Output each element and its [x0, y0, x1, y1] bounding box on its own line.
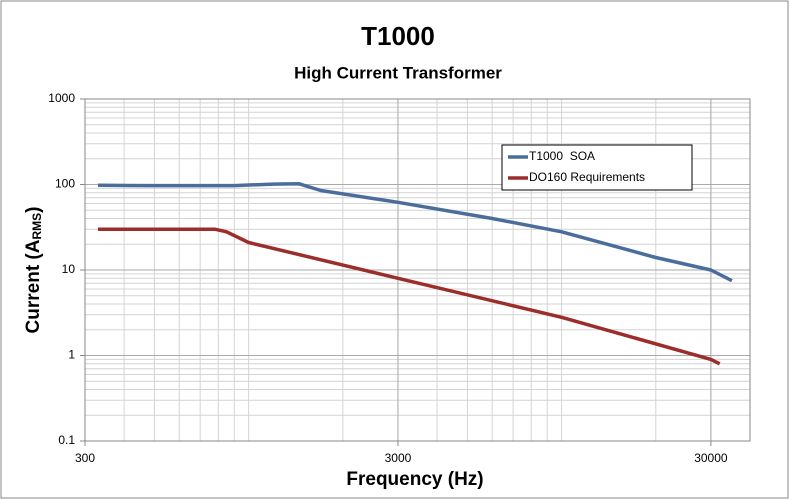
y-axis-label: Current (ARMS) [23, 207, 44, 334]
plot-area [84, 98, 751, 442]
x-tick-label: 300 [75, 451, 95, 465]
y-tick-label: 1000 [48, 91, 75, 105]
y-axis-label-sub: RMS [30, 213, 44, 240]
series-line [97, 182, 733, 283]
series-line [98, 227, 721, 366]
y-tick-label: 10 [62, 262, 76, 276]
y-tick-label: 100 [55, 177, 75, 191]
x-tick-label: 3000 [385, 451, 412, 465]
x-axis-label: Frequency (Hz) [346, 469, 483, 490]
y-tick-label: 0.1 [58, 433, 75, 447]
y-axis-label-main: Current (A [23, 239, 44, 333]
legend-box [501, 144, 693, 191]
chart-subtitle: High Current Transformer [294, 63, 502, 82]
chart-title: T1000 [361, 21, 435, 51]
legend-label: T1000 SOA [529, 149, 595, 163]
y-axis-label-end: ) [23, 207, 44, 213]
y-tick-label: 1 [68, 348, 75, 362]
x-tick-label: 30000 [694, 451, 728, 465]
legend-label: DO160 Requirements [529, 170, 645, 184]
